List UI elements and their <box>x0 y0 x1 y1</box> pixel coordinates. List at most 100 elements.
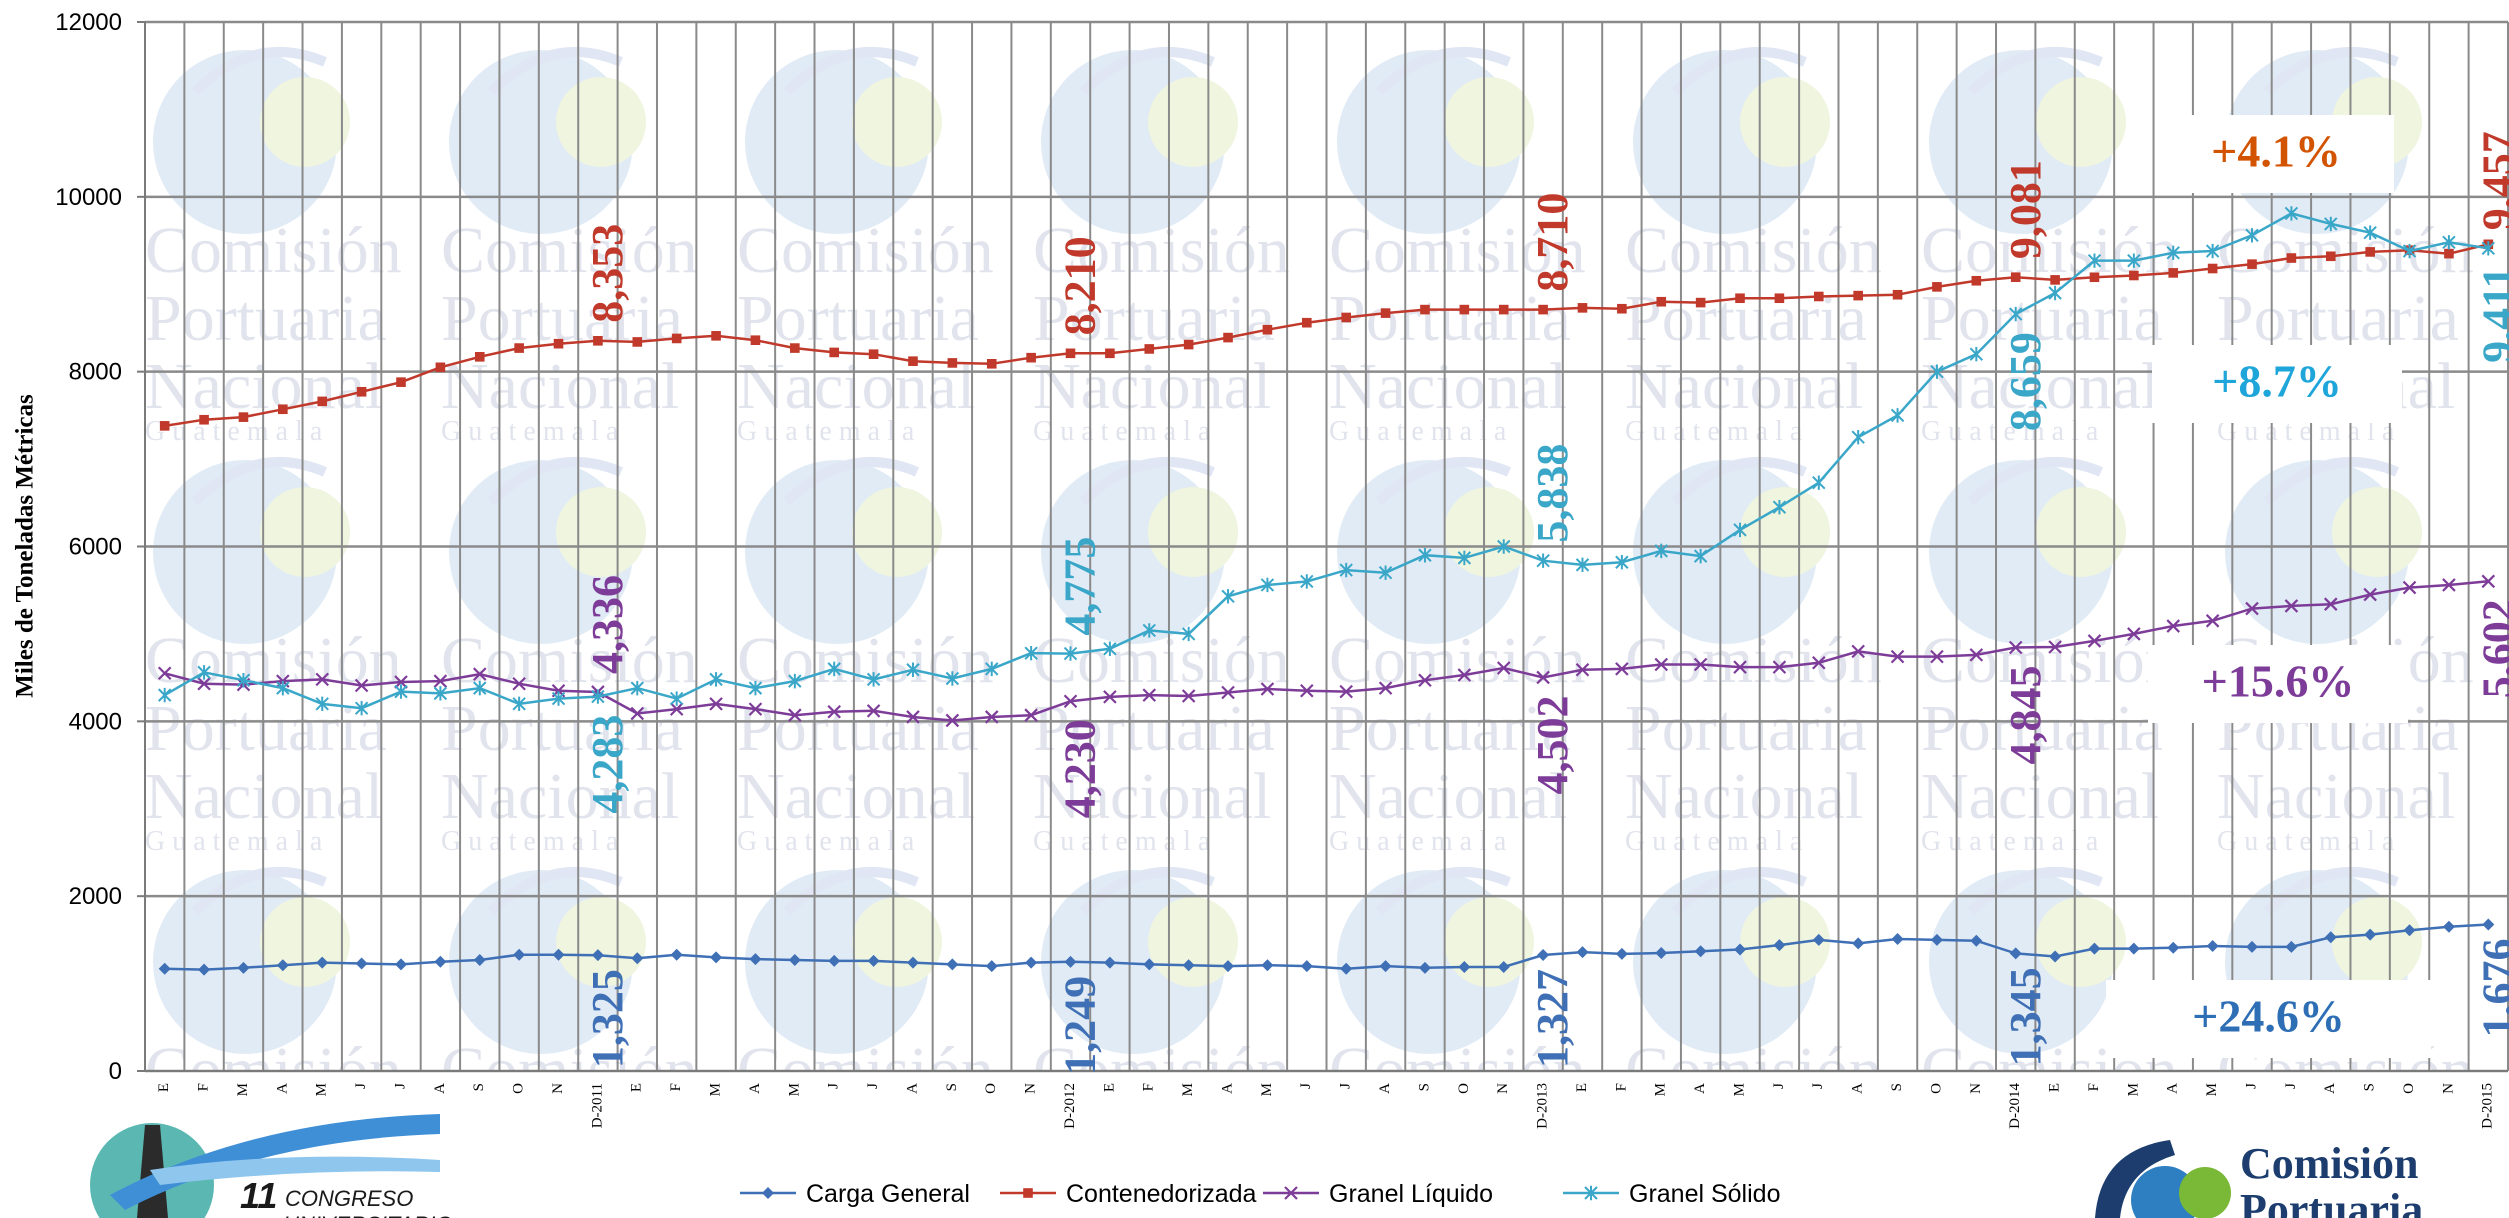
data-point <box>1536 670 1550 685</box>
data-point <box>670 948 683 961</box>
data-point <box>1890 649 1905 664</box>
cpn-line1: Comisión <box>2240 1139 2418 1188</box>
data-point <box>710 951 723 964</box>
data-point <box>2286 253 2297 263</box>
watermark-line4: G u a t e m a l a <box>441 416 619 447</box>
watermark-wave-icon <box>1375 457 1511 506</box>
data-point <box>2246 940 2259 953</box>
legend: Carga General Contenedorizada Granel Líqui… <box>740 1180 1780 1208</box>
data-point <box>866 704 881 718</box>
watermark-wave-icon <box>191 47 327 96</box>
x-tick-label: J <box>2243 1083 2259 1089</box>
watermark-line3: Nacional <box>441 760 679 833</box>
data-point <box>1222 960 1235 973</box>
watermark-line1: Comisión <box>1625 624 1882 697</box>
watermark-sun-icon <box>2036 77 2126 167</box>
data-point <box>159 421 170 431</box>
x-tick-label: M <box>235 1083 251 1096</box>
data-point <box>158 962 171 975</box>
data-point <box>2048 640 2062 654</box>
watermark-line3: Nacional <box>1921 760 2159 833</box>
data-point <box>315 672 330 687</box>
data-point <box>2089 272 2100 283</box>
watermark-sun-icon <box>852 487 942 577</box>
watermark-wave-icon <box>191 867 327 916</box>
data-point <box>2129 270 2139 281</box>
data-point <box>1459 304 1470 315</box>
data-point <box>669 691 684 706</box>
data-point <box>474 352 485 362</box>
data-point <box>197 676 211 691</box>
data-point <box>906 956 919 969</box>
watermark-line3: Nacional <box>441 1170 679 1218</box>
x-tick-label: A <box>2322 1083 2338 1094</box>
data-point <box>1576 946 1589 959</box>
data-point <box>2127 942 2140 955</box>
watermark-sun-icon <box>1148 77 1238 167</box>
data-point <box>1379 960 1392 973</box>
data-label: 9,457 <box>2473 131 2509 230</box>
watermark-line1: Comisión <box>2217 214 2474 287</box>
legend-marker <box>1023 1188 1033 1198</box>
watermark-line4: G u a t e m a l a <box>2217 826 2395 857</box>
data-point <box>2442 578 2456 592</box>
data-point <box>278 404 288 415</box>
data-label: 4,283 <box>583 715 632 814</box>
watermark-line4: G u a t e m a l a <box>441 826 619 857</box>
data-point <box>1615 947 1628 960</box>
x-tick-label: M <box>1180 1083 1196 1096</box>
data-point <box>867 954 880 967</box>
data-point <box>985 661 999 677</box>
data-point <box>591 689 605 704</box>
legend-item: Granel Líquido <box>1263 1180 1493 1208</box>
watermark-wave-icon <box>783 867 919 916</box>
data-point <box>1970 934 1983 947</box>
data-point <box>317 396 328 407</box>
watermark-line2: Portuaria <box>2217 282 2459 355</box>
annotation-box <box>2152 345 2402 423</box>
data-point <box>1969 346 1984 362</box>
watermark-line1: Comisión <box>1625 214 1882 287</box>
data-label: 4,230 <box>1056 719 1105 818</box>
data-point <box>1772 499 1787 515</box>
data-point <box>1339 562 1353 578</box>
x-tick-label: M <box>314 1083 330 1096</box>
watermark-line2: Portuaria <box>1921 692 2163 765</box>
legend-item: Carga General <box>740 1180 970 1208</box>
x-tick-label: M <box>1653 1083 1669 1096</box>
series-lines <box>157 206 2496 976</box>
watermark-line4: G u a t e m a l a <box>1921 826 2099 857</box>
data-point <box>2363 587 2377 602</box>
watermark-line3: Nacional <box>1033 760 1271 833</box>
watermark-line4: G u a t e m a l a <box>1625 826 1803 857</box>
x-tick-label: S <box>1416 1083 1432 1091</box>
x-tick-label: S <box>471 1083 487 1091</box>
data-point <box>2127 627 2141 641</box>
x-tick-label: J <box>392 1083 408 1089</box>
data-point <box>1813 291 1824 302</box>
x-tick-label: M <box>2125 1083 2141 1096</box>
watermark-sun-icon <box>1740 77 1830 167</box>
data-point <box>946 958 959 971</box>
cpn-leaf-icon <box>2179 1167 2231 1218</box>
data-label: 4,775 <box>1056 537 1105 636</box>
watermark-line3: Nacional <box>1329 760 1567 833</box>
data-point <box>2009 947 2022 960</box>
data-label: 5,838 <box>1528 444 1577 543</box>
growth-annotation: +8.7% <box>2152 345 2402 423</box>
legend-item: Granel Sólido <box>1563 1180 1780 1208</box>
data-point <box>2403 924 2416 937</box>
x-tick-label: A <box>904 1083 920 1094</box>
watermark-line4: G u a t e m a l a <box>1625 416 1803 447</box>
data-point <box>1851 430 1865 445</box>
watermark-line1: Comisión <box>1329 214 1586 287</box>
data-point <box>1063 694 1078 709</box>
data-point <box>394 675 408 689</box>
data-point <box>1734 943 1747 956</box>
data-point <box>1812 475 1826 490</box>
cpn-line2: Portuaria <box>2240 1185 2423 1218</box>
growth-label: +4.1% <box>2211 126 2341 177</box>
